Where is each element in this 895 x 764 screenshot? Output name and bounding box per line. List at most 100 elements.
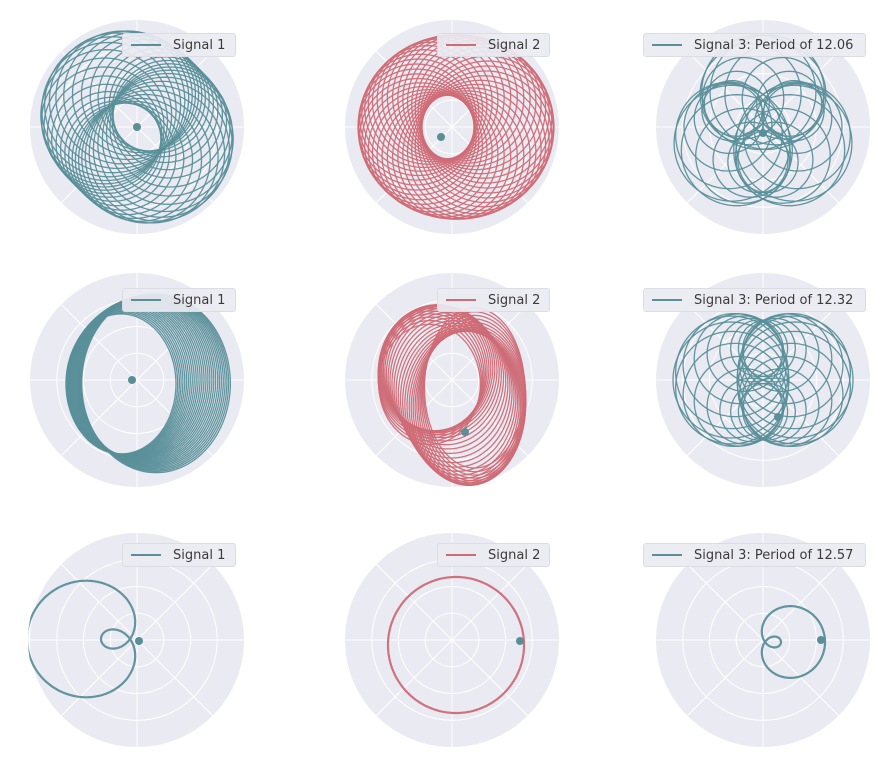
signal-trace <box>423 307 526 469</box>
legend-box: Signal 2 <box>437 543 550 567</box>
legend-swatch <box>131 554 161 556</box>
legend-swatch <box>652 44 682 46</box>
origin-marker <box>516 637 524 645</box>
signal-trace <box>682 342 787 448</box>
signal-trace <box>423 311 526 473</box>
signal-trace <box>760 605 827 679</box>
signal-trace <box>675 81 783 190</box>
legend-box: Signal 1 <box>122 33 236 57</box>
signal-trace <box>737 319 796 378</box>
origin-marker <box>128 376 136 384</box>
legend-box: Signal 1 <box>122 543 236 567</box>
signal-trace <box>74 100 194 220</box>
signal-trace <box>756 70 823 137</box>
legend-box: Signal 2 <box>437 33 550 57</box>
legend-swatch <box>652 299 682 301</box>
signal-trace <box>111 63 228 179</box>
signal-trace <box>693 83 765 154</box>
origin-marker <box>774 413 782 421</box>
legend-box: Signal 3: Period of 12.57 <box>643 543 866 567</box>
legend-swatch <box>131 44 161 46</box>
signal-trace <box>674 330 789 445</box>
signal-trace <box>683 82 773 172</box>
origin-marker <box>759 129 767 137</box>
signal-trace <box>741 313 833 405</box>
legend-swatch <box>446 44 476 46</box>
signal-trace <box>742 315 820 392</box>
signal-trace <box>719 377 785 443</box>
legend-swatch <box>131 299 161 301</box>
signal-trace <box>734 107 831 204</box>
signal-trace <box>733 94 846 207</box>
signal-trace <box>111 56 219 164</box>
signal-trace <box>50 83 162 195</box>
signal-trace <box>763 79 825 142</box>
signal-trace <box>741 355 833 447</box>
signal-trace <box>741 377 807 443</box>
legend-swatch <box>446 299 476 301</box>
signal-trace <box>693 355 785 447</box>
legend-label: Signal 1 <box>173 37 226 53</box>
signal-trace <box>381 94 505 218</box>
origin-marker <box>461 428 469 436</box>
signal-trace <box>357 68 475 186</box>
signal-trace <box>88 84 226 222</box>
legend-label: Signal 3: Period of 12.57 <box>694 547 854 563</box>
signal-trace <box>742 368 820 445</box>
signal-trace <box>730 319 789 378</box>
legend-swatch <box>652 554 682 556</box>
legend-swatch <box>446 554 476 556</box>
signal-trace <box>364 85 484 205</box>
legend-label: Signal 2 <box>488 547 541 563</box>
legend-label: Signal 2 <box>488 292 541 308</box>
signal-trace <box>736 321 854 439</box>
origin-marker <box>437 133 445 141</box>
signal-trace <box>28 579 137 699</box>
legend-box: Signal 2 <box>437 288 550 312</box>
signal-trace <box>419 50 553 184</box>
signal-trace <box>737 315 852 430</box>
signal-trace <box>420 55 555 189</box>
legend-label: Signal 3: Period of 12.32 <box>694 292 854 308</box>
signal-trace <box>703 70 770 137</box>
angular-gridline <box>375 563 529 717</box>
signal-trace <box>381 304 496 434</box>
signal-trace <box>391 93 518 220</box>
legend-label: Signal 2 <box>488 37 541 53</box>
signal-trace <box>55 90 163 198</box>
signal-trace <box>412 329 525 486</box>
signal-trace <box>46 75 163 191</box>
signal-trace <box>378 323 481 446</box>
legend-label: Signal 1 <box>173 292 226 308</box>
legend-box: Signal 3: Period of 12.06 <box>643 33 866 57</box>
signal-trace <box>739 342 844 448</box>
signal-trace <box>761 83 833 154</box>
signal-trace <box>105 69 233 197</box>
legend-box: Signal 3: Period of 12.32 <box>643 288 866 312</box>
legend-label: Signal 1 <box>173 547 226 563</box>
origin-marker <box>817 636 825 644</box>
legend-label: Signal 3: Period of 12.06 <box>694 37 854 53</box>
signal-trace <box>376 93 499 216</box>
signal-trace <box>386 575 526 715</box>
origin-marker <box>135 637 143 645</box>
signal-trace <box>672 321 790 439</box>
signal-trace <box>737 121 814 198</box>
